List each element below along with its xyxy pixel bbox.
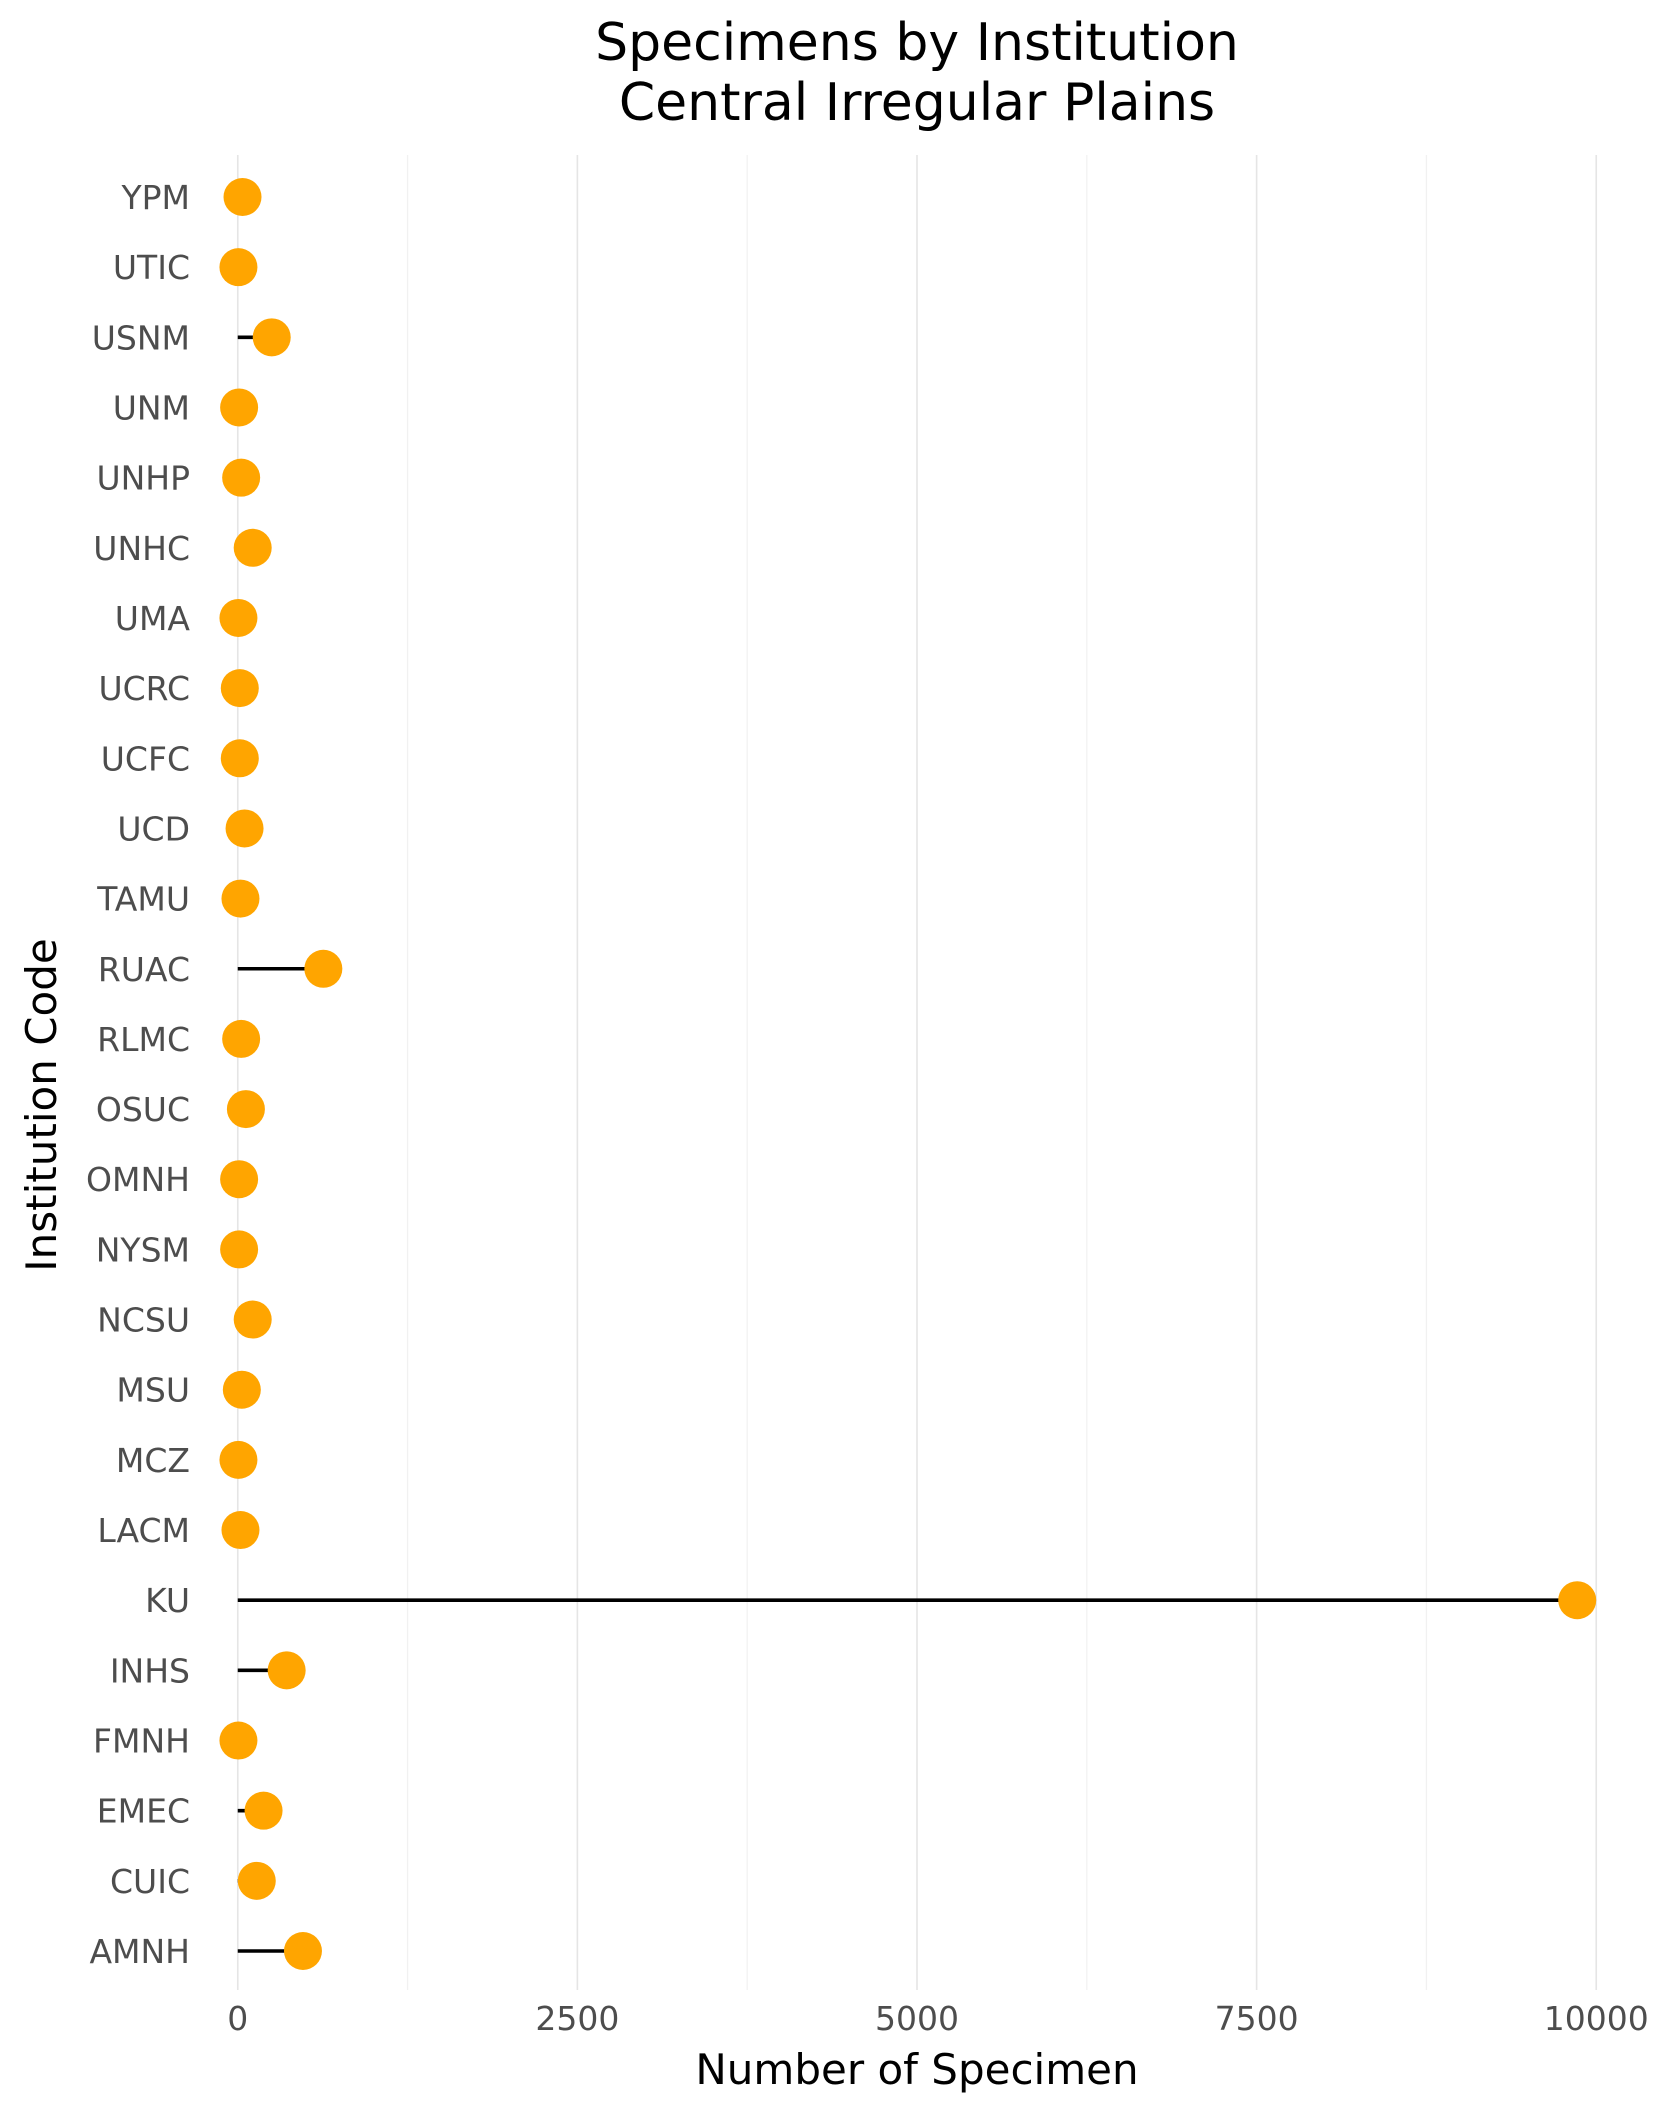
point-ku bbox=[1558, 1581, 1597, 1620]
y-tick-label-omnh: OMNH bbox=[86, 1160, 190, 1199]
x-tick-label: 10000 bbox=[1544, 1999, 1649, 2038]
y-tick-label-mcz: MCZ bbox=[116, 1441, 190, 1480]
point-emec bbox=[244, 1791, 283, 1830]
y-tick-label-nysm: NYSM bbox=[96, 1230, 190, 1269]
y-tick-label-emec: EMEC bbox=[97, 1792, 190, 1831]
point-amnh bbox=[283, 1932, 322, 1970]
y-tick-label-lacm: LACM bbox=[97, 1511, 190, 1550]
point-ucd bbox=[225, 809, 264, 848]
y-tick-label-rlmc: RLMC bbox=[97, 1020, 190, 1059]
point-unhc bbox=[233, 528, 272, 567]
x-tick-label: 2500 bbox=[535, 1999, 619, 2038]
y-tick-label-unhp: UNHP bbox=[96, 459, 190, 498]
y-tick-label-unm: UNM bbox=[113, 388, 190, 427]
point-ruac bbox=[304, 949, 343, 988]
x-tick-label: 5000 bbox=[875, 1999, 959, 2038]
y-tick-label-osuc: OSUC bbox=[96, 1090, 190, 1129]
point-msu bbox=[222, 1370, 261, 1409]
y-axis-tick-labels: AMNH CUIC EMEC FMNH INHS KU LACM MCZ MSU NCSU NYSM… bbox=[86, 178, 190, 1971]
point-utic bbox=[219, 248, 258, 287]
y-tick-label-inhs: INHS bbox=[110, 1651, 190, 1690]
chart-title: Specimens by Institution bbox=[595, 13, 1239, 73]
x-tick-label: 0 bbox=[227, 1999, 248, 2038]
point-ucfc bbox=[220, 739, 259, 778]
point-ncsu bbox=[233, 1300, 272, 1339]
point-ucrc bbox=[220, 669, 259, 708]
y-tick-label-unhc: UNHC bbox=[93, 529, 190, 568]
y-tick-label-tamu: TAMU bbox=[96, 880, 190, 919]
y-tick-label-msu: MSU bbox=[116, 1371, 190, 1410]
lollipop-stems bbox=[237, 195, 1578, 1953]
y-tick-label-ku: KU bbox=[145, 1581, 190, 1620]
y-tick-label-amnh: AMNH bbox=[89, 1932, 190, 1971]
x-axis-tick-labels: 0 2500 5000 7500 10000 bbox=[227, 1999, 1648, 2038]
y-tick-label-utic: UTIC bbox=[113, 248, 190, 287]
chart-subtitle: Central Irregular Plains bbox=[619, 73, 1215, 133]
y-tick-label-cuic: CUIC bbox=[110, 1862, 190, 1901]
lollipop-points bbox=[219, 178, 1597, 1970]
y-tick-label-usnm: USNM bbox=[92, 318, 190, 357]
y-tick-label-ucfc: UCFC bbox=[101, 739, 190, 778]
y-axis-title: Institution Code bbox=[17, 938, 66, 1271]
y-tick-label-ypm: YPM bbox=[120, 178, 190, 217]
point-lacm bbox=[221, 1511, 260, 1550]
point-cuic bbox=[237, 1861, 276, 1900]
point-osuc bbox=[226, 1090, 265, 1129]
x-tick-label: 7500 bbox=[1215, 1999, 1299, 2038]
point-nysm bbox=[220, 1230, 259, 1269]
y-tick-label-ncsu: NCSU bbox=[97, 1301, 190, 1340]
y-tick-label-ucd: UCD bbox=[117, 809, 190, 848]
y-tick-label-ucrc: UCRC bbox=[98, 669, 190, 708]
y-tick-label-fmnh: FMNH bbox=[93, 1722, 190, 1761]
point-usnm bbox=[252, 318, 291, 357]
point-unm bbox=[220, 388, 259, 427]
point-fmnh bbox=[219, 1721, 258, 1760]
y-tick-label-uma: UMA bbox=[115, 599, 191, 638]
point-uma bbox=[219, 598, 258, 637]
point-omnh bbox=[220, 1160, 259, 1199]
gridlines bbox=[236, 155, 1598, 1990]
point-inhs bbox=[267, 1651, 306, 1690]
point-ypm bbox=[223, 178, 262, 216]
point-mcz bbox=[219, 1440, 258, 1479]
x-axis-title: Number of Specimen bbox=[695, 2045, 1138, 2094]
point-rlmc bbox=[222, 1019, 261, 1058]
point-tamu bbox=[221, 879, 260, 918]
point-unhp bbox=[222, 458, 261, 497]
y-tick-label-ruac: RUAC bbox=[98, 950, 190, 989]
